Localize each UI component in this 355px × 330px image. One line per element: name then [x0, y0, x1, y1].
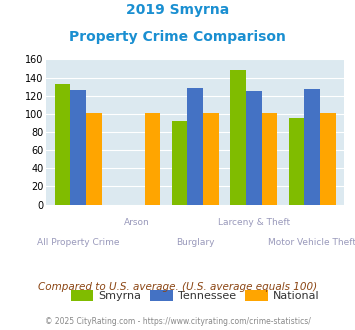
- Text: Compared to U.S. average. (U.S. average equals 100): Compared to U.S. average. (U.S. average …: [38, 282, 317, 292]
- Bar: [304, 89, 320, 205]
- Bar: [262, 113, 277, 205]
- Legend: Smyrna, Tennessee, National: Smyrna, Tennessee, National: [66, 286, 324, 306]
- Text: Motor Vehicle Theft: Motor Vehicle Theft: [268, 238, 355, 247]
- Bar: [230, 70, 246, 205]
- Bar: [289, 118, 304, 205]
- Text: Larceny & Theft: Larceny & Theft: [218, 218, 290, 227]
- Bar: [55, 84, 70, 205]
- Bar: [187, 88, 203, 205]
- Text: Property Crime Comparison: Property Crime Comparison: [69, 30, 286, 44]
- Bar: [203, 113, 219, 205]
- Bar: [171, 121, 187, 205]
- Bar: [70, 90, 86, 205]
- Bar: [86, 113, 102, 205]
- Bar: [320, 113, 336, 205]
- Text: Arson: Arson: [124, 218, 150, 227]
- Text: © 2025 CityRating.com - https://www.cityrating.com/crime-statistics/: © 2025 CityRating.com - https://www.city…: [45, 317, 310, 326]
- Text: 2019 Smyrna: 2019 Smyrna: [126, 3, 229, 17]
- Bar: [145, 113, 160, 205]
- Text: Burglary: Burglary: [176, 238, 214, 247]
- Bar: [246, 91, 262, 205]
- Text: All Property Crime: All Property Crime: [37, 238, 120, 247]
